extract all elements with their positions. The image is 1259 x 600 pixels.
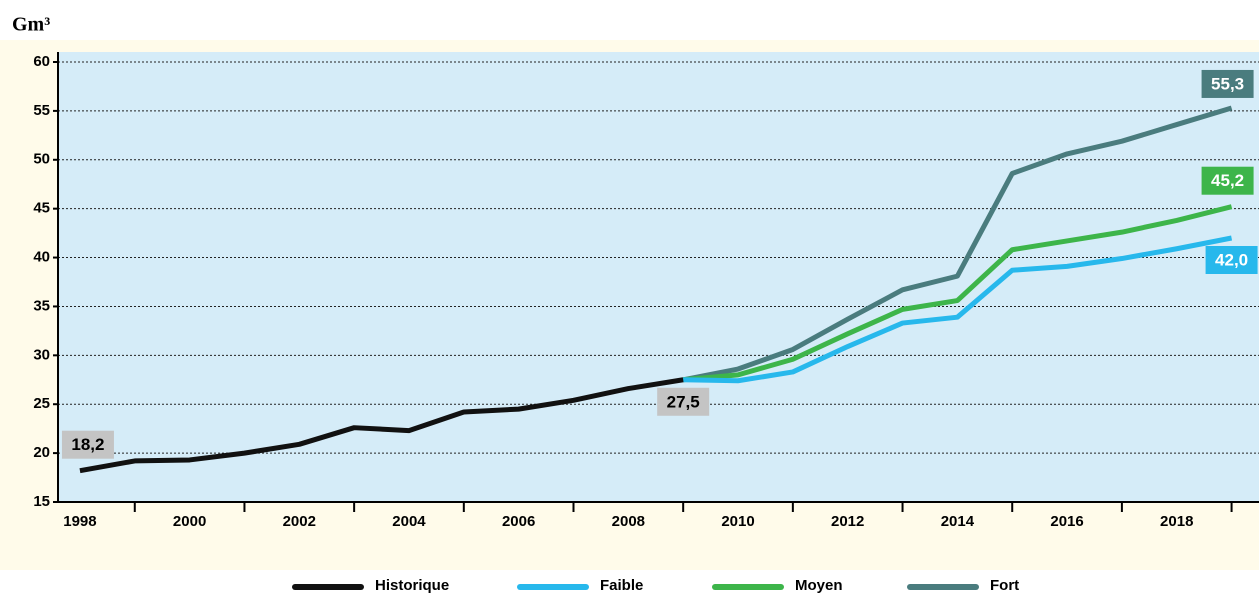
y-tick-label: 15 — [33, 493, 50, 510]
value-label: 42,0 — [1215, 250, 1248, 269]
x-tick-label: 2010 — [721, 513, 754, 530]
x-tick-label: 2006 — [502, 513, 535, 530]
x-tick-label: 2018 — [1160, 513, 1193, 530]
value-label-box — [1205, 246, 1258, 274]
x-tick-label: 2008 — [612, 513, 645, 530]
value-label: 18,2 — [71, 435, 104, 454]
y-tick-label: 40 — [33, 249, 50, 266]
x-tick-label: 2004 — [392, 513, 426, 530]
series-line — [683, 235, 1233, 384]
value-label: 45,2 — [1211, 171, 1244, 190]
legend-label: Fort — [990, 577, 1019, 594]
y-tick-label: 60 — [33, 53, 50, 70]
y-tick-label: 35 — [33, 297, 50, 314]
y-tick-label: 25 — [33, 395, 50, 412]
y-tick-label: 30 — [33, 346, 50, 363]
y-tick-label: 50 — [33, 151, 50, 168]
x-tick-label: 2002 — [283, 513, 316, 530]
y-tick-label: 45 — [33, 200, 50, 217]
y-tick-label: 20 — [33, 444, 50, 461]
x-tick-label: 2012 — [831, 513, 864, 530]
value-label: 27,5 — [667, 392, 700, 411]
x-tick-label: 2000 — [173, 513, 206, 530]
legend-label: Faible — [600, 577, 643, 594]
plot-area — [58, 52, 1259, 502]
value-label-box — [1201, 69, 1254, 98]
value-label: 55,3 — [1211, 74, 1244, 93]
y-tick-label: 55 — [33, 102, 50, 119]
series-line — [682, 204, 1233, 383]
x-tick-label: 1998 — [63, 513, 96, 530]
y-axis-label: Gm³ — [12, 14, 50, 36]
value-label-box — [1201, 166, 1254, 195]
value-label-box — [61, 430, 114, 459]
legend-label: Historique — [375, 577, 449, 594]
x-tick-label: 2014 — [941, 513, 975, 530]
series-line — [79, 377, 684, 474]
series-line — [682, 105, 1233, 383]
x-tick-label: 2016 — [1050, 513, 1083, 530]
legend-label: Moyen — [795, 577, 843, 594]
value-label-box — [657, 387, 710, 416]
